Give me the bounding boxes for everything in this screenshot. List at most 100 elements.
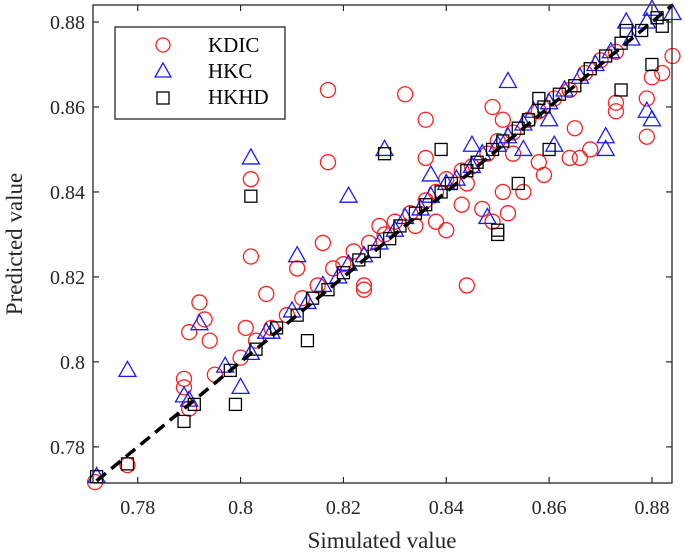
hkhd-point bbox=[249, 342, 263, 356]
kdic-point bbox=[458, 277, 475, 294]
kdic-point bbox=[571, 149, 589, 167]
kdic-point bbox=[484, 98, 501, 116]
reference-line bbox=[95, 3, 674, 483]
kdic-point bbox=[417, 149, 434, 167]
kdic-point bbox=[530, 103, 547, 120]
y-axis-label: Predicted value bbox=[2, 173, 27, 315]
hkhd-point bbox=[377, 147, 392, 161]
hkhd-point bbox=[383, 232, 397, 246]
kdic-point bbox=[638, 128, 655, 145]
hkc-point bbox=[241, 343, 261, 361]
x-tick-label: 0.82 bbox=[326, 497, 361, 519]
x-tick-label: 0.84 bbox=[429, 497, 464, 519]
kdic-point bbox=[643, 69, 661, 86]
hkc-point bbox=[642, 0, 662, 16]
hkhd-point bbox=[655, 19, 669, 33]
hkc-point bbox=[539, 109, 559, 127]
hkc-point bbox=[421, 164, 441, 182]
kdic-point bbox=[175, 370, 193, 388]
hkhd-point bbox=[300, 334, 315, 348]
kdic-point bbox=[355, 281, 373, 298]
data-marks bbox=[86, 0, 683, 491]
hkc-point bbox=[498, 71, 518, 89]
kdic-point bbox=[258, 285, 275, 303]
plot-area-frame bbox=[92, 4, 673, 484]
kdic-point bbox=[175, 379, 193, 396]
hkhd-point bbox=[614, 83, 628, 97]
hkc-point bbox=[241, 147, 261, 165]
hkc-point bbox=[189, 313, 210, 331]
hkhd-point bbox=[223, 363, 237, 378]
kdic-point bbox=[504, 145, 522, 162]
kdic-point bbox=[515, 183, 532, 201]
legend-box bbox=[114, 26, 286, 120]
kdic-point bbox=[438, 222, 455, 239]
kdic-point bbox=[494, 183, 511, 201]
legend-hkc-label: HKC bbox=[208, 59, 252, 83]
hkhd-point bbox=[244, 189, 258, 203]
legend: KDIC HKC HKHD bbox=[114, 26, 286, 120]
hkc-point bbox=[230, 377, 251, 395]
kdic-point bbox=[561, 149, 578, 167]
kdic-point bbox=[237, 319, 254, 337]
y-tick-label: 0.88 bbox=[50, 12, 85, 34]
kdic-point bbox=[535, 166, 553, 184]
kdic-point bbox=[582, 141, 599, 158]
kdic-point bbox=[181, 400, 198, 417]
kdic-point bbox=[319, 154, 337, 171]
legend-hkc-marker-icon bbox=[153, 61, 173, 78]
hkc-point bbox=[338, 185, 359, 203]
kdic-point bbox=[484, 213, 501, 230]
kdic-point bbox=[247, 332, 265, 349]
hkhd-point bbox=[635, 23, 649, 38]
legend-kdic-marker-icon bbox=[155, 37, 171, 53]
kdic-point bbox=[181, 324, 198, 341]
kdic-point bbox=[607, 43, 625, 60]
x-tick-label: 0.78 bbox=[120, 497, 155, 519]
kdic-point bbox=[242, 248, 260, 265]
legend-hkhd-marker-icon bbox=[156, 91, 170, 105]
hkc-point bbox=[616, 11, 636, 29]
hkhd-point bbox=[511, 176, 525, 191]
hkhd-point bbox=[434, 142, 448, 157]
x-tick-label: 0.88 bbox=[634, 497, 669, 519]
x-tick-label: 0.86 bbox=[532, 497, 567, 519]
kdic-point bbox=[191, 294, 208, 311]
kdic-point bbox=[201, 332, 218, 349]
kdic-point bbox=[499, 205, 517, 222]
hkc-point bbox=[472, 143, 492, 161]
kdic-point bbox=[386, 213, 403, 230]
hkhd-point bbox=[645, 57, 659, 72]
kdic-point bbox=[355, 277, 373, 294]
y-tick-label: 0.82 bbox=[50, 267, 85, 289]
hkhd-point bbox=[542, 142, 556, 157]
kdic-point bbox=[360, 234, 378, 252]
hkc-point bbox=[596, 139, 616, 157]
kdic-point bbox=[288, 260, 306, 277]
y-tick-label: 0.8 bbox=[60, 352, 85, 374]
y-tick-label: 0.78 bbox=[50, 437, 85, 459]
kdic-point bbox=[607, 103, 625, 120]
hkhd-point bbox=[321, 283, 335, 297]
axis-ticks: 0.78 0.8 0.82 0.84 0.86 0.88 0.78 0.8 0.82 0.84 0.… bbox=[50, 5, 672, 519]
hkc-point bbox=[596, 126, 616, 144]
hkhd-point bbox=[228, 397, 243, 412]
hkc-point bbox=[462, 134, 482, 152]
hkhd-point bbox=[650, 11, 664, 25]
kdic-point bbox=[494, 111, 511, 128]
hkc-point bbox=[513, 139, 534, 157]
kdic-point bbox=[638, 90, 655, 107]
x-axis-label: Simulated value bbox=[308, 528, 457, 553]
kdic-point bbox=[427, 213, 445, 230]
hkhd-point bbox=[619, 23, 633, 38]
series-kdic bbox=[86, 43, 681, 491]
kdic-point bbox=[309, 277, 326, 294]
kdic-point bbox=[335, 256, 352, 273]
kdic-point bbox=[561, 81, 578, 99]
legend-kdic-label: KDIC bbox=[208, 33, 259, 57]
kdic-point bbox=[566, 120, 583, 137]
hkhd-point bbox=[367, 244, 381, 259]
hkhd-point bbox=[177, 414, 191, 429]
hkc-point bbox=[117, 360, 138, 378]
